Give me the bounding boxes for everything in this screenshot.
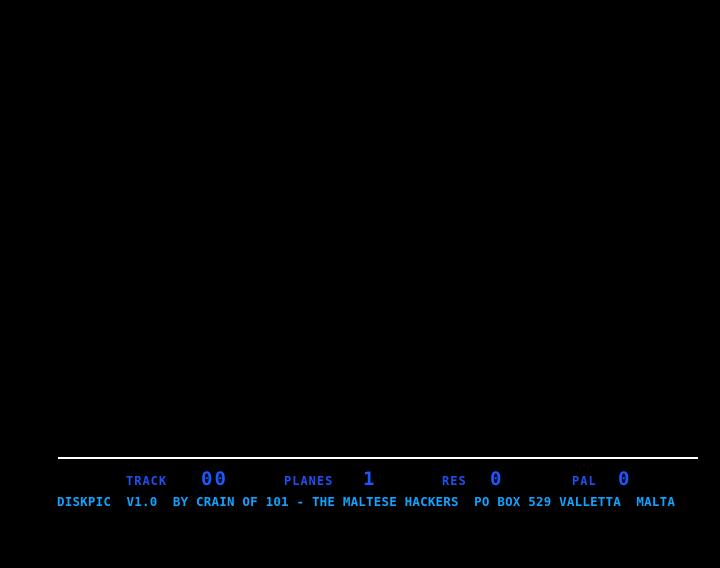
pal-value: 0 [618, 468, 632, 490]
res-label: RES [442, 474, 467, 488]
planes-value: 1 [363, 468, 377, 490]
track-value: 00 [201, 468, 228, 490]
divider-line [58, 457, 698, 459]
res-value: 0 [490, 468, 504, 490]
track-label: TRACK [126, 474, 168, 488]
pal-label: PAL [572, 474, 597, 488]
planes-label: PLANES [284, 474, 334, 488]
credit-line: DISKPIC V1.0 BY CRAIN OF 101 - THE MALTE… [57, 494, 676, 509]
